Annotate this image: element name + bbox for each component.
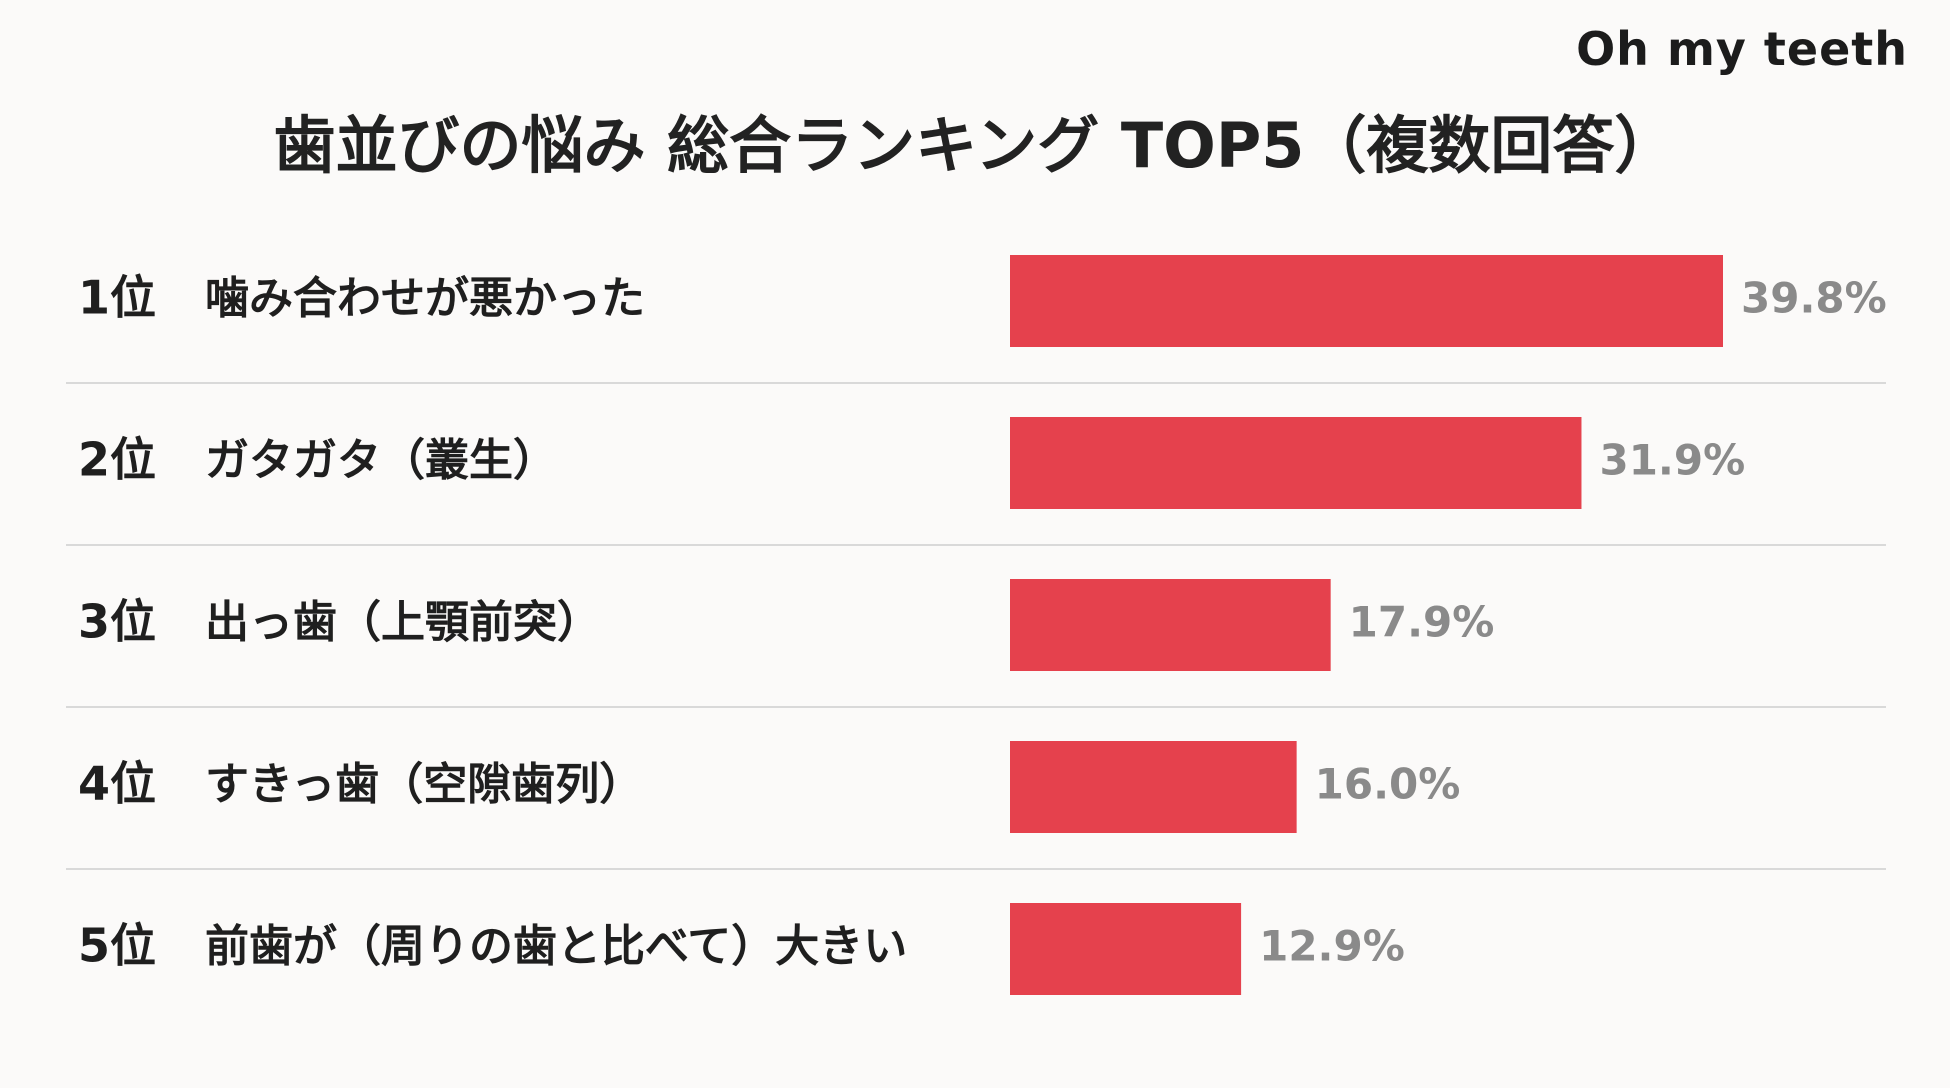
- value-label: 12.9%: [1259, 922, 1405, 971]
- category-label: すきっ歯（空隙歯列）: [205, 759, 643, 810]
- rank-label: 4位: [78, 757, 156, 811]
- value-label: 16.0%: [1315, 760, 1461, 809]
- value-label: 39.8%: [1741, 274, 1887, 323]
- bar: [1010, 903, 1242, 995]
- category-label: 噛み合わせが悪かった: [205, 273, 645, 324]
- value-label: 17.9%: [1349, 598, 1495, 647]
- bar: [1010, 255, 1723, 347]
- rank-label: 1位: [78, 271, 156, 325]
- chart-title: 歯並びの悩み 総合ランキング TOP5（複数回答）: [273, 109, 1677, 182]
- bar: [1010, 417, 1582, 509]
- bar: [1010, 579, 1331, 671]
- category-label: 出っ歯（上顎前突）: [205, 597, 601, 648]
- value-label: 31.9%: [1599, 436, 1745, 485]
- category-label: 前歯が（周りの歯と比べて）大きい: [205, 921, 907, 972]
- rank-label: 3位: [78, 595, 156, 649]
- bar: [1010, 741, 1297, 833]
- rank-label: 5位: [78, 919, 156, 973]
- rank-label: 2位: [78, 433, 156, 487]
- category-label: ガタガタ（叢生）: [205, 435, 557, 486]
- brand-logo: Oh my teeth: [1576, 22, 1908, 76]
